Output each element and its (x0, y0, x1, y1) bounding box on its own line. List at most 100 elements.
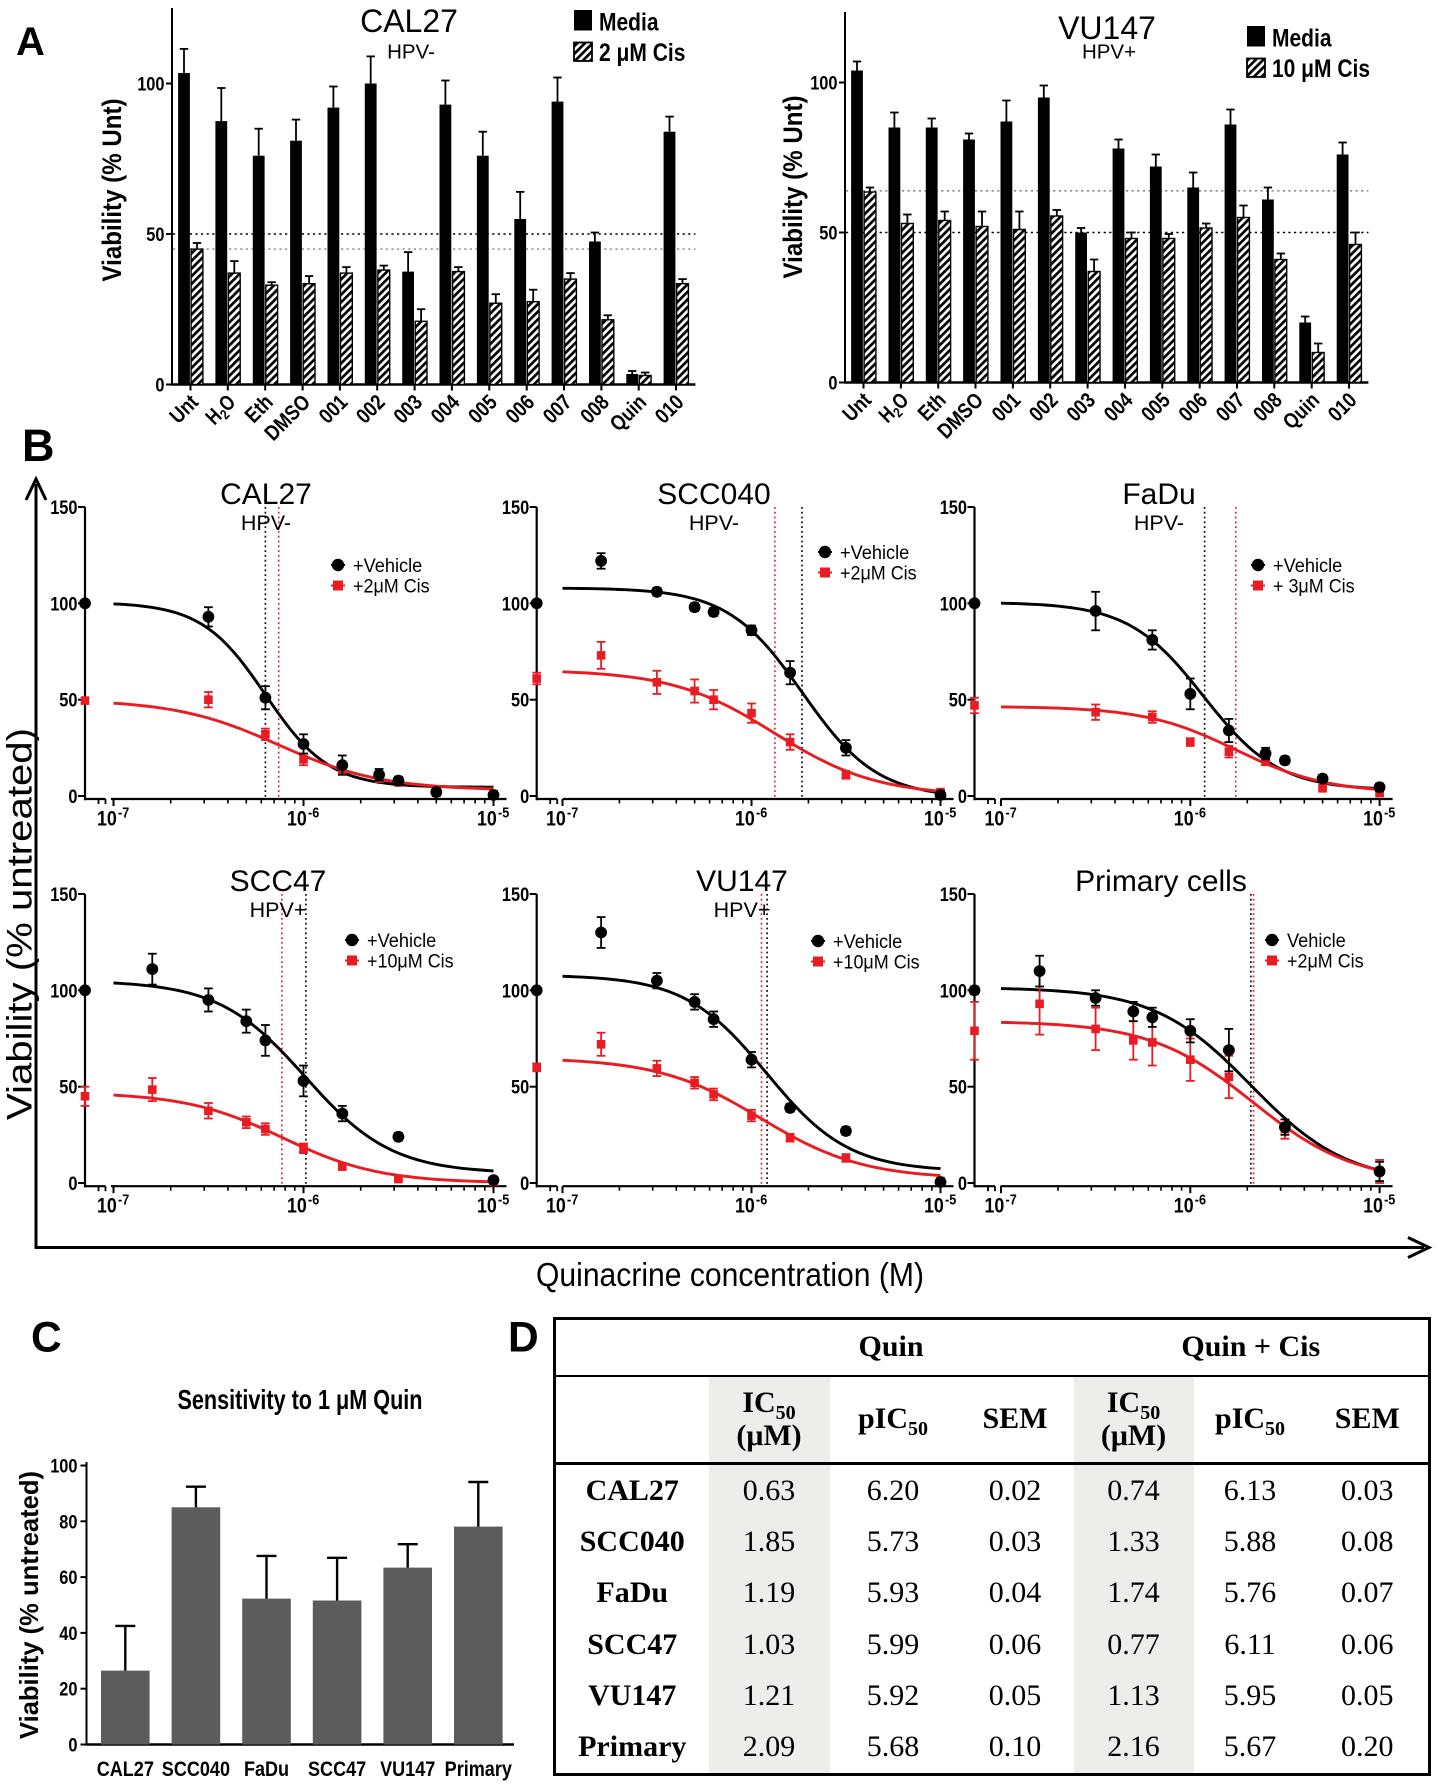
svg-text:10: 10 (1174, 808, 1194, 831)
svg-text:HPV+: HPV+ (1082, 41, 1136, 64)
svg-text:50: 50 (949, 1077, 967, 1099)
svg-text:150: 150 (502, 884, 529, 906)
svg-text:-5: -5 (945, 1192, 956, 1209)
svg-text:010: 010 (1323, 388, 1361, 426)
svg-text:FaDu: FaDu (244, 1757, 289, 1781)
svg-text:10: 10 (1363, 808, 1383, 831)
svg-text:10: 10 (924, 808, 944, 831)
svg-text:VU147: VU147 (380, 1757, 435, 1781)
svg-text:50: 50 (949, 690, 967, 712)
svg-text:003: 003 (1062, 388, 1100, 426)
svg-text:50: 50 (59, 1077, 77, 1099)
svg-text:005: 005 (1137, 388, 1175, 426)
svg-text:100: 100 (810, 73, 837, 95)
svg-text:Unt: Unt (165, 390, 203, 428)
svg-text:-5: -5 (1384, 805, 1395, 822)
svg-text:0: 0 (520, 1173, 529, 1195)
svg-text:100: 100 (502, 980, 529, 1002)
svg-text:150: 150 (502, 497, 529, 519)
svg-text:VU147: VU147 (696, 865, 788, 898)
svg-text:+Vehicle: +Vehicle (840, 542, 909, 564)
svg-text:001: 001 (987, 388, 1025, 426)
svg-text:002: 002 (1024, 388, 1062, 426)
svg-text:-7: -7 (118, 805, 129, 822)
svg-text:005: 005 (464, 390, 502, 428)
svg-text:0: 0 (828, 373, 837, 395)
svg-text:0: 0 (68, 1735, 77, 1757)
svg-text:-7: -7 (1006, 1192, 1017, 1209)
svg-text:004: 004 (1099, 388, 1137, 426)
svg-text:CAL27: CAL27 (97, 1757, 154, 1781)
svg-text:004: 004 (426, 390, 464, 428)
svg-text:003: 003 (389, 390, 427, 428)
svg-text:-5: -5 (945, 805, 956, 822)
svg-text:+Vehicle: +Vehicle (367, 930, 436, 952)
svg-text:80: 80 (59, 1511, 77, 1533)
svg-text:CAL27: CAL27 (360, 3, 458, 39)
svg-text:10: 10 (477, 808, 497, 831)
svg-text:+2μM Cis: +2μM Cis (353, 576, 430, 598)
svg-text:0: 0 (155, 375, 164, 397)
svg-text:-7: -7 (1006, 805, 1017, 822)
svg-text:150: 150 (940, 884, 967, 906)
svg-text:FaDu: FaDu (1122, 478, 1195, 511)
svg-text:HPV+: HPV+ (250, 898, 307, 922)
svg-text:10: 10 (735, 808, 755, 831)
svg-text:100: 100 (940, 593, 967, 615)
svg-text:HPV-: HPV- (387, 41, 435, 64)
svg-text:SCC040: SCC040 (657, 478, 770, 511)
svg-text:150: 150 (50, 884, 77, 906)
svg-text:H2O: H2O (201, 390, 242, 431)
svg-text:60: 60 (59, 1567, 77, 1589)
svg-text:-5: -5 (498, 1192, 509, 1209)
svg-text:Viability (% untreated): Viability (% untreated) (14, 1471, 44, 1739)
svg-text:100: 100 (50, 980, 77, 1002)
svg-text:Sensitivity to 1 μM Quin: Sensitivity to 1 μM Quin (178, 1384, 423, 1415)
svg-text:0: 0 (520, 786, 529, 808)
svg-text:Media: Media (599, 9, 659, 37)
svg-text:Quin: Quin (605, 390, 651, 436)
svg-text:10: 10 (97, 1195, 117, 1218)
svg-text:+10μM Cis: +10μM Cis (367, 951, 454, 973)
svg-text:50: 50 (146, 224, 164, 246)
svg-text:007: 007 (1211, 388, 1249, 426)
svg-text:10 μM Cis: 10 μM Cis (1272, 55, 1370, 83)
svg-text:Vehicle: Vehicle (1287, 930, 1346, 952)
svg-text:10: 10 (477, 1195, 497, 1218)
svg-text:Viability (% untreated): Viability (% untreated) (1, 728, 40, 1120)
svg-text:SCC47: SCC47 (308, 1757, 366, 1781)
svg-text:+2μM Cis: +2μM Cis (840, 563, 917, 585)
svg-text:Viability (% Unt): Viability (% Unt) (778, 96, 808, 279)
svg-text:Primary: Primary (445, 1757, 512, 1781)
svg-text:40: 40 (59, 1623, 77, 1645)
svg-text:0: 0 (958, 786, 967, 808)
svg-text:-7: -7 (567, 805, 578, 822)
svg-text:CAL27: CAL27 (220, 478, 312, 511)
svg-text:-6: -6 (1195, 1192, 1206, 1209)
svg-text:10: 10 (287, 808, 307, 831)
svg-text:-6: -6 (308, 805, 319, 822)
svg-text:+10μM Cis: +10μM Cis (833, 952, 920, 974)
svg-text:-7: -7 (118, 1192, 129, 1209)
svg-text:100: 100 (940, 980, 967, 1002)
svg-text:SCC47: SCC47 (230, 865, 327, 898)
svg-text:2 μM Cis: 2 μM Cis (599, 39, 685, 67)
svg-text:0: 0 (68, 786, 77, 808)
svg-text:HPV-: HPV- (689, 511, 739, 535)
svg-text:-6: -6 (1195, 805, 1206, 822)
svg-text:150: 150 (50, 497, 77, 519)
svg-text:+ 3μM Cis: + 3μM Cis (1273, 576, 1355, 598)
svg-text:10: 10 (985, 808, 1005, 831)
svg-text:A: A (16, 20, 45, 64)
svg-text:-6: -6 (756, 805, 767, 822)
svg-text:Quin: Quin (1278, 388, 1324, 434)
svg-text:D: D (508, 1315, 539, 1362)
svg-text:10: 10 (924, 1195, 944, 1218)
svg-text:SCC040: SCC040 (162, 1757, 230, 1781)
svg-text:-6: -6 (756, 1192, 767, 1209)
svg-text:+Vehicle: +Vehicle (1273, 555, 1342, 577)
svg-text:100: 100 (137, 74, 164, 96)
svg-text:006: 006 (501, 390, 539, 428)
svg-text:Unt: Unt (838, 388, 876, 426)
svg-text:20: 20 (59, 1679, 77, 1701)
